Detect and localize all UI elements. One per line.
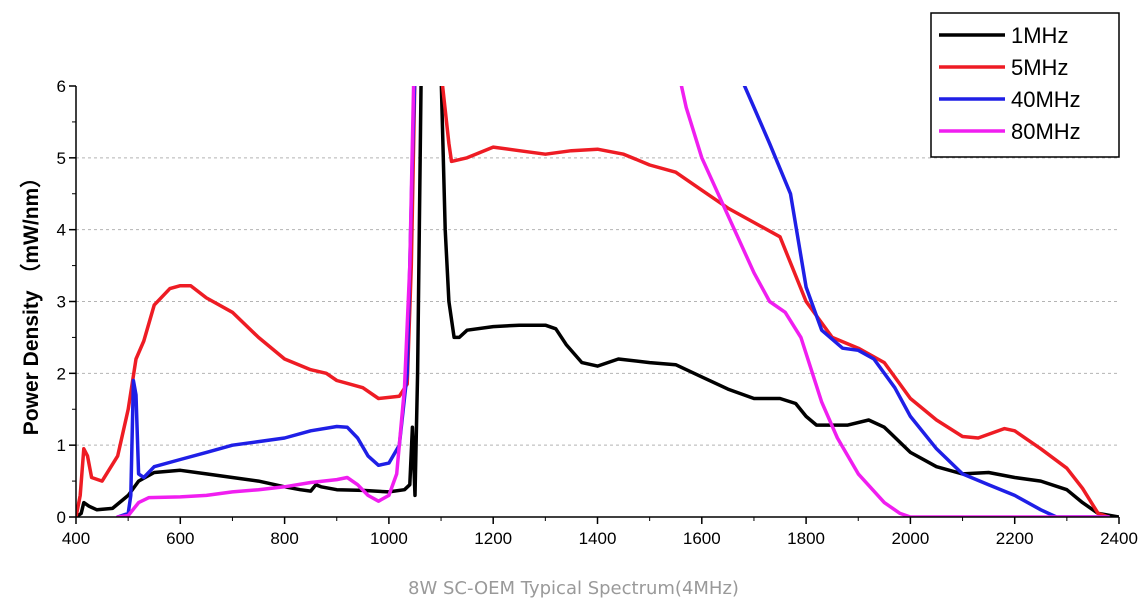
y-tick-label: 2 bbox=[57, 364, 66, 383]
y-axis-label: Power Density （mW/nm） bbox=[19, 167, 43, 435]
x-tick-label: 2000 bbox=[891, 529, 929, 548]
x-tick-label: 400 bbox=[62, 529, 90, 548]
y-tick-label: 1 bbox=[57, 436, 66, 455]
chart-caption: 8W SC-OEM Typical Spectrum(4MHz) bbox=[408, 578, 739, 599]
series-group bbox=[76, 86, 1119, 517]
axes: 400 600 800 1000 1200 1400 1600 1800 2000 2200 240… bbox=[57, 77, 1138, 548]
grid-lines bbox=[76, 157, 1119, 446]
legend-label-80mhz: 80MHz bbox=[1011, 119, 1081, 144]
x-tick-label: 1800 bbox=[787, 529, 825, 548]
y-tick-label: 3 bbox=[57, 293, 66, 312]
x-tick-label: 1200 bbox=[474, 529, 512, 548]
legend-box bbox=[930, 12, 1120, 158]
y-tick-label: 4 bbox=[57, 221, 66, 240]
x-tick-label: 2200 bbox=[996, 529, 1034, 548]
x-tick-label: 1000 bbox=[370, 529, 408, 548]
y-tick-label: 0 bbox=[57, 508, 66, 527]
x-tick-label: 1600 bbox=[683, 529, 721, 548]
x-tick-label: 1400 bbox=[579, 529, 617, 548]
legend-label-5mhz: 5MHz bbox=[1011, 55, 1068, 80]
x-tick-label: 600 bbox=[166, 529, 194, 548]
legend-label-1mhz: 1MHz bbox=[1011, 23, 1068, 48]
x-tick-label: 2400 bbox=[1100, 529, 1138, 548]
legend: 1MHz 5MHz 40MHz 80MHz bbox=[930, 12, 1120, 158]
spectrum-chart: 400 600 800 1000 1200 1400 1600 1800 2000 2200 240… bbox=[19, 12, 1138, 548]
y-tick-label: 5 bbox=[57, 149, 66, 168]
legend-label-40mhz: 40MHz bbox=[1011, 87, 1081, 112]
x-tick-label: 800 bbox=[270, 529, 298, 548]
y-tick-label: 6 bbox=[57, 77, 66, 96]
series-line-80mhz bbox=[115, 86, 1111, 517]
series-line-1mhz bbox=[76, 86, 1119, 517]
series-line-5mhz bbox=[76, 86, 1111, 517]
